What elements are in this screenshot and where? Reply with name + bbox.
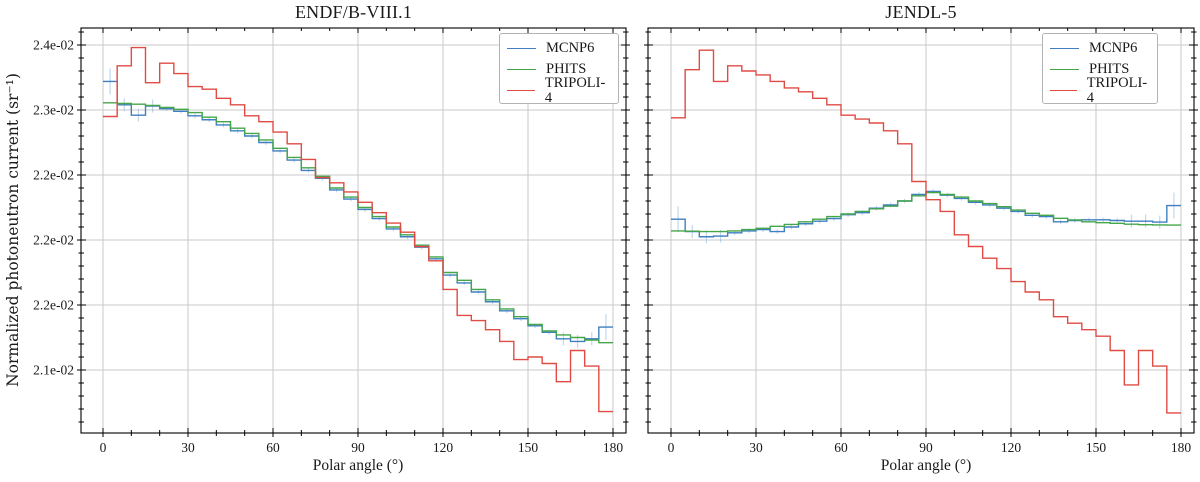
y-tick-label: 2.2e-02 xyxy=(33,168,74,183)
x-tick-label: 0 xyxy=(100,440,107,455)
y-tick-label: 2.3e-02 xyxy=(33,103,74,118)
x-tick-label: 0 xyxy=(668,440,675,455)
legend-label: MCNP6 xyxy=(546,40,595,57)
legend-item-phits: PHITS xyxy=(507,59,610,80)
left-chart-title: ENDF/B-VIII.1 xyxy=(294,2,413,22)
series-tripoli-4 xyxy=(671,49,1181,414)
x-tick-label: 60 xyxy=(834,440,848,455)
right-legend: MCNP6 PHITS TRIPOLI-4 xyxy=(1042,33,1158,105)
x-tick-label: 180 xyxy=(1171,440,1192,455)
x-tick-label: 60 xyxy=(266,440,280,455)
legend-label: TRIPOLI-4 xyxy=(544,75,606,106)
legend-label: PHITS xyxy=(546,61,587,78)
x-tick-label: 90 xyxy=(351,440,365,455)
tripoli4-line-swatch xyxy=(507,90,535,91)
tripoli4-line-swatch xyxy=(1050,90,1077,91)
series-tripoli-4 xyxy=(103,46,613,413)
x-tick-label: 120 xyxy=(1001,440,1022,455)
legend-item-tripoli4: TRIPOLI-4 xyxy=(507,76,610,105)
x-tick-label: 90 xyxy=(919,440,933,455)
legend-label: MCNP6 xyxy=(1089,40,1138,57)
axes-spines xyxy=(80,27,627,434)
y-tick-label: 2.1e-02 xyxy=(33,363,74,378)
phits-line-swatch xyxy=(1050,69,1079,70)
mcnp6-line-swatch xyxy=(507,48,536,49)
x-tick-label: 150 xyxy=(1086,440,1107,455)
legend-label: PHITS xyxy=(1089,61,1130,78)
axes-spines xyxy=(647,27,1195,434)
right-chart-title: JENDL-5 xyxy=(885,2,957,22)
y-axis-label: Normalized photoneutron current (sr⁻¹) xyxy=(4,73,22,387)
x-tick-label: 180 xyxy=(603,440,624,455)
legend-item-phits: PHITS xyxy=(1050,59,1149,80)
x-tick-label: 30 xyxy=(181,440,195,455)
y-tick-label: 2.4e-02 xyxy=(33,38,74,53)
left-x-axis-label: Polar angle (°) xyxy=(312,457,404,474)
legend-item-mcnp6: MCNP6 xyxy=(507,38,610,59)
legend-label: TRIPOLI-4 xyxy=(1086,75,1148,106)
left-legend: MCNP6 PHITS TRIPOLI-4 xyxy=(499,33,619,105)
x-tick-label: 120 xyxy=(433,440,454,455)
right-x-axis-label: Polar angle (°) xyxy=(880,457,972,474)
legend-item-mcnp6: MCNP6 xyxy=(1050,38,1149,59)
y-tick-label: 2.2e-02 xyxy=(33,298,74,313)
y-tick-label: 2.2e-02 xyxy=(33,233,74,248)
x-tick-label: 30 xyxy=(749,440,763,455)
mcnp6-line-swatch xyxy=(1050,48,1079,49)
x-tick-label: 150 xyxy=(518,440,539,455)
legend-item-tripoli4: TRIPOLI-4 xyxy=(1050,76,1149,105)
phits-line-swatch xyxy=(507,69,536,70)
